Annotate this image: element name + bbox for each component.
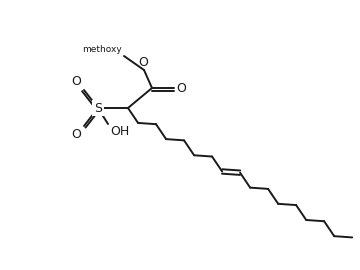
Text: O: O bbox=[71, 128, 81, 141]
Text: O: O bbox=[138, 56, 148, 69]
Text: O: O bbox=[71, 75, 81, 88]
Text: OH: OH bbox=[110, 125, 129, 138]
Text: S: S bbox=[94, 102, 102, 114]
Text: methoxy: methoxy bbox=[82, 45, 122, 54]
Text: O: O bbox=[176, 82, 186, 94]
